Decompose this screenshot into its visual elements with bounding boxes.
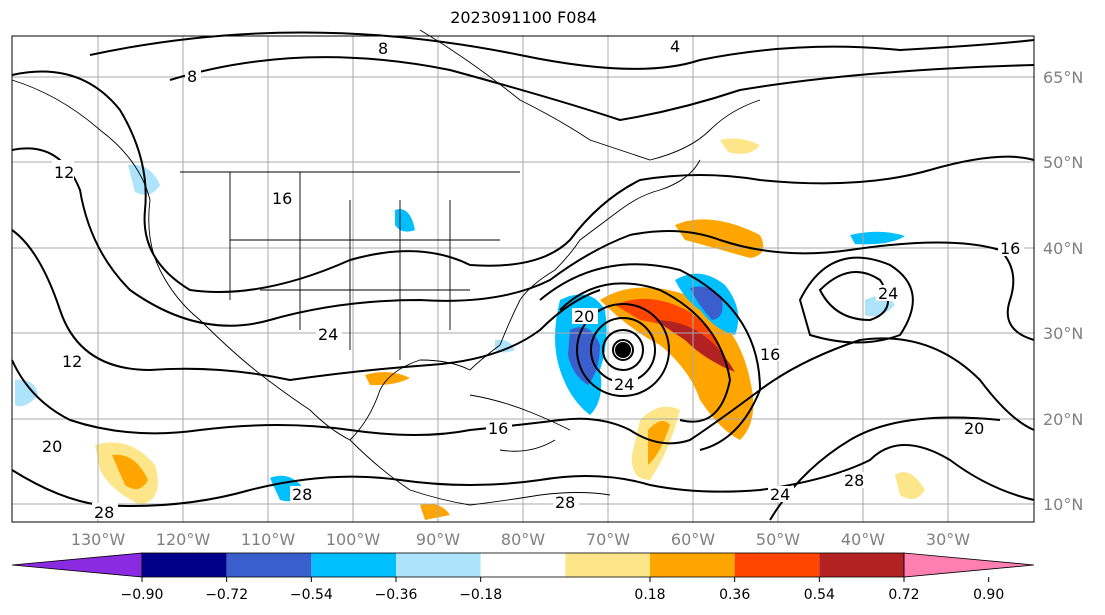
warm-shading-east-atl bbox=[895, 472, 925, 499]
lat-label: 40°N bbox=[1043, 239, 1083, 258]
contour-label: 16 bbox=[488, 419, 508, 438]
cold-shading-pacific-w bbox=[15, 379, 38, 407]
cold-shading-40n bbox=[850, 231, 905, 245]
colorbar-tick-label: −0.36 bbox=[375, 587, 418, 603]
map-frame bbox=[11, 35, 1035, 523]
lat-label: 20°N bbox=[1043, 410, 1083, 429]
lon-label: 60°W bbox=[671, 530, 715, 549]
lon-label: 100°W bbox=[326, 530, 381, 549]
lon-label: 30°W bbox=[926, 530, 970, 549]
colorbar-bin bbox=[480, 553, 566, 577]
colorbar-bin bbox=[819, 553, 904, 577]
colorbar-tick-label: 0.18 bbox=[634, 587, 665, 603]
lon-label: 80°W bbox=[501, 530, 545, 549]
colorbar-extension-max bbox=[903, 552, 1035, 578]
contour-label: 28 bbox=[555, 493, 575, 512]
contour-label: 8 bbox=[187, 67, 197, 86]
warm-shading-east bbox=[600, 287, 754, 440]
colorbar-tick-label: 0.54 bbox=[804, 587, 835, 603]
contour-label-group: 8 4 8 16 12 12 20 28 20 24 16 16 20 24 2… bbox=[40, 37, 1024, 522]
colorbar: −0.90 −0.72 −0.54 −0.36 −0.18 0.18 0.36 0.54 0.7… bbox=[11, 552, 1035, 603]
contour-label: 24 bbox=[770, 485, 790, 504]
colorbar-bin bbox=[650, 553, 735, 577]
warm-shading-caribbean bbox=[420, 503, 450, 520]
contour-label: 16 bbox=[272, 189, 292, 208]
cold-shading-bahamas bbox=[495, 339, 515, 353]
lon-label: 120°W bbox=[156, 530, 211, 549]
colorbar-bin bbox=[396, 553, 481, 577]
colorbar-tick-label: 0.90 bbox=[973, 587, 1004, 603]
contour-label: 28 bbox=[292, 485, 312, 504]
contour-label: 28 bbox=[844, 471, 864, 490]
colorbar-bin bbox=[226, 553, 312, 577]
lat-axis-labels: 65°N 50°N 40°N 30°N 20°N 10°N bbox=[1043, 68, 1083, 514]
contour-label: 12 bbox=[62, 352, 82, 371]
lon-label: 50°W bbox=[756, 530, 800, 549]
hot-shading-core bbox=[615, 298, 730, 370]
contour-label: 20 bbox=[42, 437, 62, 456]
contour-label: 20 bbox=[964, 419, 984, 438]
hurricane-center bbox=[615, 342, 631, 358]
colorbar-bin bbox=[565, 553, 650, 577]
colorbar-bin bbox=[311, 553, 396, 577]
contour-label: 16 bbox=[760, 345, 780, 364]
lon-label: 70°W bbox=[586, 530, 630, 549]
lat-label: 10°N bbox=[1043, 495, 1083, 514]
lat-label: 50°N bbox=[1043, 153, 1083, 172]
contour-label: 24 bbox=[614, 375, 634, 394]
contours bbox=[11, 31, 1035, 521]
colorbar-tick-label: 0.36 bbox=[719, 587, 750, 603]
contour-label: 28 bbox=[94, 503, 114, 522]
colorbar-bin bbox=[734, 553, 820, 577]
contour-label: 8 bbox=[378, 39, 388, 58]
contour-label: 12 bbox=[54, 163, 74, 182]
contour-label: 16 bbox=[1000, 239, 1020, 258]
lon-label: 40°W bbox=[841, 530, 885, 549]
contour-label: 4 bbox=[670, 37, 680, 56]
lon-label: 90°W bbox=[416, 530, 460, 549]
lat-label: 30°N bbox=[1043, 324, 1083, 343]
colorbar-extension-min bbox=[11, 552, 143, 578]
contour-label: 24 bbox=[318, 325, 338, 344]
contour-label: 20 bbox=[574, 307, 594, 326]
warm-shading-pacific-core bbox=[112, 454, 148, 489]
lon-label: 110°W bbox=[241, 530, 296, 549]
colorbar-outline bbox=[141, 552, 905, 578]
colorbar-bin bbox=[142, 553, 227, 577]
colorbar-tick-label: −0.90 bbox=[121, 587, 164, 603]
cold-shading-ne-core bbox=[690, 286, 723, 320]
colorbar-tick-label: −0.72 bbox=[205, 587, 248, 603]
lat-label: 65°N bbox=[1043, 68, 1083, 87]
colorbar-tick-label: 0.72 bbox=[888, 587, 919, 603]
shaded-anomalies bbox=[15, 138, 925, 520]
colorbar-tick-label: −0.18 bbox=[459, 587, 502, 603]
contour-label: 24 bbox=[878, 284, 898, 303]
warm-shading-labrador bbox=[720, 138, 760, 154]
lon-axis-labels: 130°W 120°W 110°W 100°W 90°W 80°W 70°W 6… bbox=[71, 530, 970, 549]
lon-label: 130°W bbox=[71, 530, 126, 549]
colorbar-tick-label: −0.54 bbox=[290, 587, 333, 603]
map-title: 2023091100 F084 bbox=[450, 8, 597, 27]
